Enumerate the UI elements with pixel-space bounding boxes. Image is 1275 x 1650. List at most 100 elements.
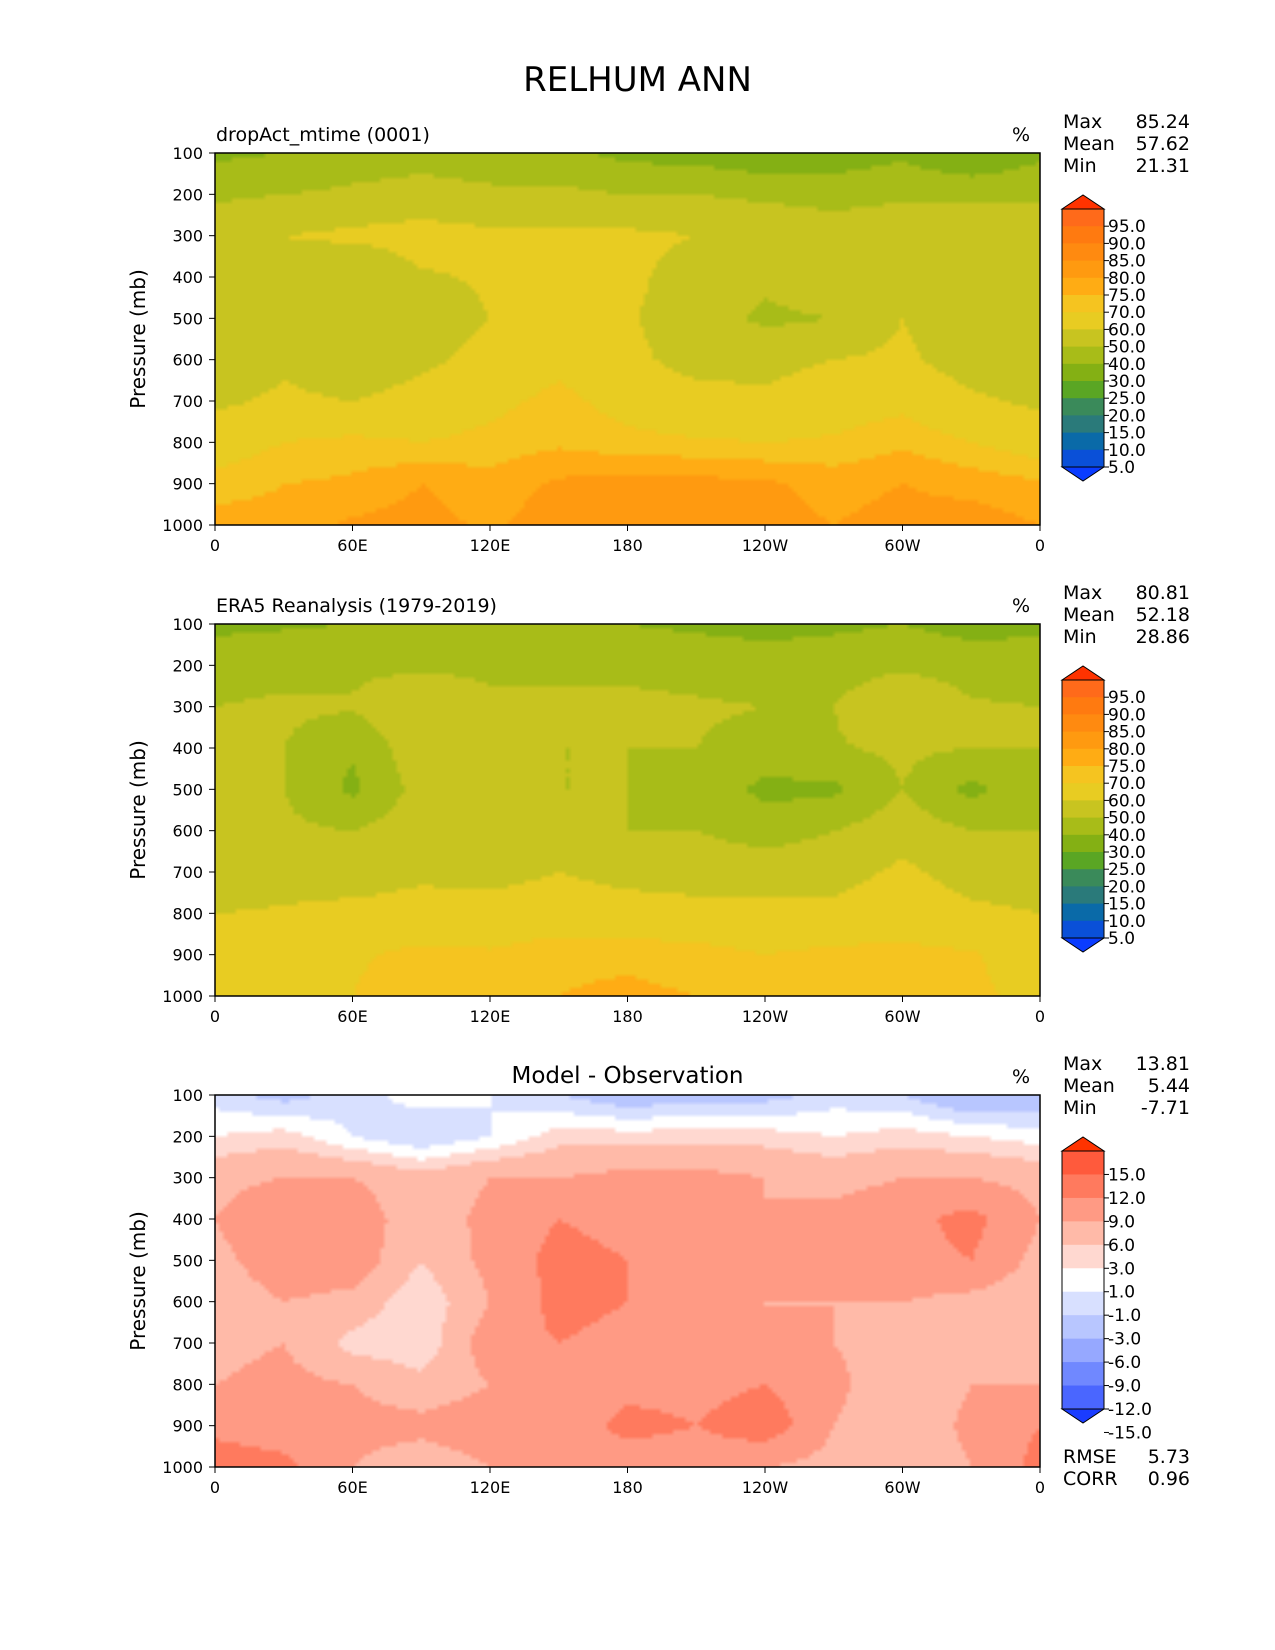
ytick-label: 200 [172, 185, 203, 204]
units-label: % [1012, 124, 1030, 146]
colorbar-segment [1062, 714, 1104, 733]
colorbar-segment [1062, 346, 1104, 365]
colorbar-segment [1062, 209, 1104, 227]
colorbar-segment [1062, 295, 1104, 313]
colorbar-label: -1.0 [1108, 1306, 1141, 1326]
xtick-label: 60W [884, 536, 920, 555]
colorbar-segment [1062, 312, 1104, 330]
colorbar-segment [1062, 277, 1104, 296]
stat-value: 21.31 [1136, 155, 1190, 177]
colorbar-label: 10.0 [1108, 912, 1146, 932]
stat-label: Max [1063, 1053, 1102, 1075]
stat-label: Mean [1063, 604, 1115, 626]
panel-center-title: Model - Observation [511, 1063, 743, 1089]
colorbar-label: 80.0 [1108, 269, 1146, 289]
colorbar-label: 20.0 [1108, 406, 1146, 426]
footer-stat-value: 0.96 [1148, 1468, 1190, 1490]
xtick-label: 60E [337, 536, 367, 555]
colorbar-segment [1062, 363, 1104, 382]
ytick-label: 700 [172, 392, 203, 411]
colorbar-label: 60.0 [1108, 791, 1146, 811]
xtick-label: 60E [337, 1478, 367, 1497]
xtick-label: 60E [337, 1007, 367, 1026]
colorbar-label: 40.0 [1108, 826, 1146, 846]
colorbar-segment [1062, 432, 1104, 451]
colorbar-segment [1062, 817, 1104, 836]
colorbar-segment [1062, 886, 1104, 905]
footer-stat-value: 5.73 [1148, 1446, 1190, 1468]
stat-value: 85.24 [1136, 111, 1190, 133]
colorbar-segment [1062, 783, 1104, 801]
footer-stat-label: RMSE [1063, 1446, 1117, 1468]
colorbar-label: 75.0 [1108, 757, 1146, 777]
colorbar-label: 75.0 [1108, 286, 1146, 306]
ytick-label: 600 [172, 1293, 203, 1312]
colorbar-label: 40.0 [1108, 355, 1146, 375]
ylabel: Pressure (mb) [126, 269, 150, 409]
colorbar-label: 70.0 [1108, 774, 1146, 794]
colorbar-segment [1062, 869, 1104, 887]
colorbar-label: 1.0 [1108, 1283, 1135, 1303]
colorbar-label: 5.0 [1108, 929, 1135, 949]
contour-field [215, 153, 1040, 525]
colorbar-segment [1062, 329, 1104, 348]
stat-label: Mean [1063, 1075, 1115, 1097]
colorbar-segment [1062, 1221, 1104, 1246]
colorbar-label: 30.0 [1108, 843, 1146, 863]
ytick-label: 700 [172, 1334, 203, 1353]
colorbar-segment [1062, 748, 1104, 767]
ytick-label: 100 [172, 1086, 203, 1105]
units-label: % [1012, 595, 1030, 617]
colorbar-label: 50.0 [1108, 809, 1146, 829]
ytick-label: 800 [172, 904, 203, 923]
xtick-label: 120W [742, 1478, 789, 1497]
colorbar-label: 9.0 [1108, 1212, 1135, 1232]
colorbar-label: 25.0 [1108, 389, 1146, 409]
colorbar-label: 95.0 [1108, 217, 1146, 237]
colorbar-label: 85.0 [1108, 252, 1146, 272]
xtick-label: 120W [742, 1007, 789, 1026]
colorbar-frame [1061, 679, 1105, 939]
colorbar-frame [1061, 1150, 1105, 1410]
colorbar-label: 15.0 [1108, 1165, 1146, 1185]
colorbar-segment [1062, 449, 1104, 468]
xtick-label: 180 [612, 1478, 643, 1497]
colorbar-segment [1062, 1385, 1104, 1410]
xtick-label: 0 [1035, 1007, 1045, 1026]
colorbar-extend-max [1060, 1136, 1106, 1152]
colorbar-label: 20.0 [1108, 877, 1146, 897]
colorbar-segment [1062, 731, 1104, 750]
colorbar-extend-max [1060, 665, 1106, 681]
panel-test: 100 200 300 400 500 600 700 800 900 1000 0 60E 120E 1… [126, 111, 1190, 555]
ytick-label: 300 [172, 227, 203, 246]
xtick-label: 120E [470, 1478, 511, 1497]
ytick-label: 600 [172, 822, 203, 841]
colorbar-label: -15.0 [1108, 1423, 1152, 1443]
ytick-label: 500 [172, 1251, 203, 1270]
colorbar-label: 95.0 [1108, 688, 1146, 708]
colorbar-label: 80.0 [1108, 740, 1146, 760]
colorbar-segment [1062, 1151, 1104, 1175]
ytick-label: 100 [172, 615, 203, 634]
colorbar-segment [1062, 920, 1104, 939]
colorbar-label: 6.0 [1108, 1236, 1135, 1256]
colorbar-label: 70.0 [1108, 303, 1146, 323]
colorbar-segment [1062, 903, 1104, 922]
colorbar-segment [1062, 1174, 1104, 1199]
ytick-label: 200 [172, 656, 203, 675]
colorbar-segment [1062, 1315, 1104, 1340]
ytick-label: 1000 [162, 987, 203, 1006]
panel-difference: 100 200 300 400 500 600 700 800 900 1000 0 60E 120E 1… [126, 1053, 1190, 1497]
ytick-label: 100 [172, 144, 203, 163]
colorbar-extend-min [1060, 466, 1106, 482]
contour-field [215, 1095, 1040, 1467]
colorbar-segment [1062, 243, 1104, 262]
figure-title: RELHUM ANN [523, 60, 752, 100]
colorbar-label: 10.0 [1108, 441, 1146, 461]
ytick-label: 800 [172, 433, 203, 452]
ytick-label: 500 [172, 780, 203, 799]
colorbar-label: 15.0 [1108, 424, 1146, 444]
ytick-label: 900 [172, 1417, 203, 1436]
ytick-label: 900 [172, 475, 203, 494]
colorbar-segment [1062, 398, 1104, 416]
